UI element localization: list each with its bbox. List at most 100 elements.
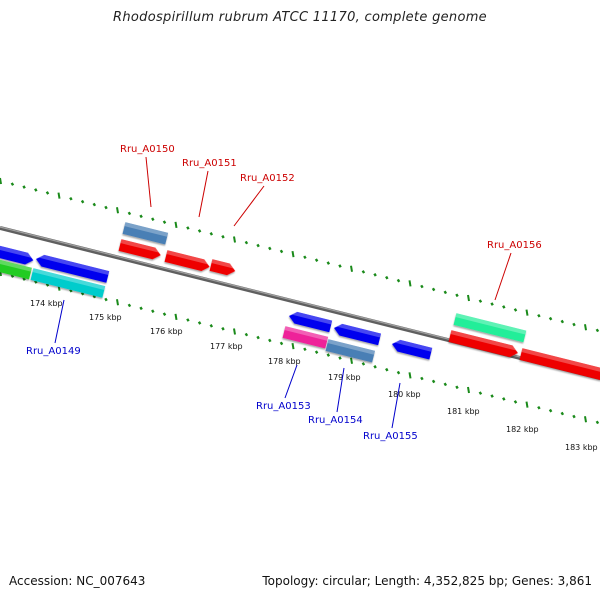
reverse-ruler-minor-tick bbox=[560, 411, 565, 416]
label-leader-line bbox=[233, 185, 265, 227]
forward-ruler-minor-tick bbox=[513, 308, 518, 312]
reverse-ruler-minor-tick bbox=[431, 379, 436, 384]
forward-ruler-minor-tick bbox=[443, 290, 448, 295]
gene-features bbox=[0, 222, 600, 380]
reverse-ruler-major-tick bbox=[467, 386, 470, 394]
forward-ruler-minor-tick bbox=[595, 328, 600, 333]
reverse-ruler-minor-tick bbox=[221, 326, 225, 331]
reverse-ruler-minor-tick bbox=[595, 420, 600, 425]
forward-ruler-minor-tick bbox=[162, 220, 167, 224]
forward-ruler-minor-tick bbox=[537, 313, 541, 318]
forward-ruler-minor-tick bbox=[548, 316, 553, 321]
forward-ruler-minor-tick bbox=[22, 185, 26, 189]
forward-ruler-major-tick bbox=[174, 221, 178, 229]
tick-label: 181 kbp bbox=[447, 407, 480, 416]
reverse-ruler-minor-tick bbox=[548, 408, 553, 413]
gene-arrow bbox=[118, 239, 162, 260]
forward-ruler-minor-tick bbox=[303, 255, 307, 260]
forward-ruler-major-tick bbox=[467, 294, 470, 302]
gene-arrow bbox=[30, 268, 106, 298]
label-leader-line bbox=[145, 156, 152, 208]
tick-label: 174 kbp bbox=[30, 299, 63, 308]
forward-ruler-minor-tick bbox=[186, 226, 190, 230]
tick-labels: 174 kbp 175 kbp 176 kbp 177 kbp 178 kbp 179 k… bbox=[30, 299, 598, 452]
label-leader-line bbox=[54, 299, 65, 344]
label-leader-line bbox=[391, 382, 401, 429]
forward-ruler-major-tick bbox=[0, 177, 2, 185]
gene-label: Rru_A0152 bbox=[240, 173, 295, 184]
reverse-ruler-minor-tick bbox=[537, 405, 541, 410]
reverse-ruler-major-tick bbox=[233, 328, 236, 335]
forward-ruler-minor-tick bbox=[560, 319, 565, 324]
reverse-ruler-minor-tick bbox=[420, 376, 424, 381]
tick-label: 175 kbp bbox=[89, 313, 122, 322]
forward-ruler-major-tick bbox=[350, 265, 353, 272]
tick-label: 183 kbp bbox=[565, 443, 598, 452]
forward-ruler-minor-tick bbox=[10, 182, 15, 186]
gene-arrow bbox=[453, 313, 527, 343]
reverse-ruler-minor-tick bbox=[162, 312, 167, 316]
label-leader-line bbox=[494, 252, 512, 301]
reverse-ruler-minor-tick bbox=[139, 306, 143, 311]
forward-ruler-minor-tick bbox=[80, 199, 85, 204]
genome-summary-text: Topology: circular; Length: 4,352,825 bp… bbox=[262, 574, 592, 588]
gene-arrow bbox=[519, 348, 600, 380]
gene-arrow bbox=[392, 339, 433, 360]
forward-ruler-minor-tick bbox=[69, 196, 73, 201]
reverse-ruler-minor-tick bbox=[197, 321, 202, 325]
forward-ruler-minor-tick bbox=[197, 229, 202, 233]
forward-ruler-minor-tick bbox=[420, 284, 424, 289]
reverse-ruler-major-tick bbox=[408, 372, 412, 379]
forward-ruler-minor-tick bbox=[478, 299, 483, 303]
forward-ruler-major-tick bbox=[57, 192, 61, 199]
reverse-ruler-minor-tick bbox=[572, 414, 576, 419]
gene-arrow bbox=[0, 241, 34, 265]
gene-arrow bbox=[334, 323, 382, 346]
reverse-ruler-minor-tick bbox=[279, 341, 284, 346]
tick-label: 182 kbp bbox=[506, 425, 539, 434]
reverse-ruler-minor-tick bbox=[478, 391, 483, 395]
reverse-ruler-minor-tick bbox=[69, 288, 73, 293]
forward-ruler-minor-tick bbox=[361, 270, 366, 274]
forward-ruler-minor-tick bbox=[127, 211, 132, 216]
reverse-ruler-minor-tick bbox=[513, 400, 518, 404]
forward-ruler-minor-tick bbox=[92, 202, 97, 207]
tick-label: 177 kbp bbox=[210, 342, 243, 351]
forward-ruler-minor-tick bbox=[385, 275, 389, 280]
forward-ruler-minor-tick bbox=[455, 293, 459, 298]
reverse-ruler-major-tick bbox=[174, 313, 178, 321]
tick-label: 180 kbp bbox=[388, 390, 421, 399]
label-leaders bbox=[54, 156, 512, 429]
forward-ruler-minor-tick bbox=[268, 246, 272, 251]
forward-ruler-minor-tick bbox=[326, 261, 331, 265]
forward-ruler-minor-tick bbox=[139, 214, 143, 219]
reverse-ruler-minor-tick bbox=[92, 294, 97, 299]
forward-strand-ruler bbox=[0, 177, 600, 333]
gene-label: Rru_A0150 bbox=[120, 144, 175, 155]
map-title: Rhodospirillum rubrum ATCC 11170, comple… bbox=[113, 10, 487, 25]
gene-arrow bbox=[209, 259, 236, 276]
reverse-ruler-minor-tick bbox=[361, 362, 366, 366]
gene-arrow bbox=[0, 255, 32, 280]
reverse-ruler-minor-tick bbox=[244, 332, 249, 337]
forward-ruler-major-tick bbox=[116, 207, 119, 214]
reverse-ruler-minor-tick bbox=[45, 283, 50, 287]
label-leader-line bbox=[336, 367, 345, 413]
gene-arrow bbox=[325, 339, 376, 363]
gene-arrow bbox=[122, 222, 169, 245]
reverse-ruler-minor-tick bbox=[502, 397, 506, 401]
forward-ruler-minor-tick bbox=[431, 287, 436, 292]
reverse-ruler-major-tick bbox=[584, 416, 587, 423]
reverse-ruler-major-tick bbox=[525, 401, 529, 408]
reverse-ruler-minor-tick bbox=[373, 364, 377, 369]
reverse-ruler-minor-tick bbox=[338, 356, 342, 360]
gene-arrow bbox=[164, 250, 211, 272]
forward-ruler-major-tick bbox=[291, 250, 295, 258]
forward-ruler-minor-tick bbox=[34, 188, 38, 192]
gene-label: Rru_A0149 bbox=[26, 346, 81, 357]
reverse-ruler-minor-tick bbox=[256, 335, 260, 340]
tick-label: 179 kbp bbox=[328, 373, 361, 382]
forward-ruler-major-tick bbox=[408, 280, 412, 287]
